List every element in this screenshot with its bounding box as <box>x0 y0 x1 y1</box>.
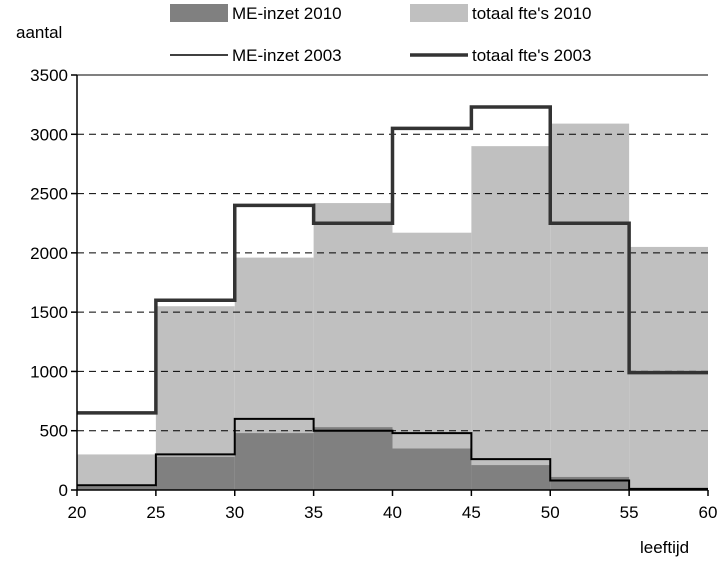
tick-labels: 0 500 1000 1500 2000 2500 3000 3500 20 25 30 35 40 45… <box>30 66 717 522</box>
x-tick-label-40: 40 <box>383 503 402 522</box>
y-axis-label: aantal <box>16 23 62 42</box>
bar-me-inzet-2010-20 <box>77 486 156 490</box>
bars-layer <box>77 123 708 491</box>
legend-background <box>150 0 650 74</box>
y-tick-label-2500: 2500 <box>30 185 68 204</box>
bar-totaal-fte-s-2010-20 <box>77 454 156 490</box>
legend-label-me-inzet-2010: ME-inzet 2010 <box>232 4 342 23</box>
bar-me-inzet-2010-25 <box>155 456 235 490</box>
y-tick-label-500: 500 <box>40 422 68 441</box>
bar-me-inzet-2010-40 <box>392 448 472 490</box>
x-tick-label-25: 25 <box>146 503 165 522</box>
bar-me-inzet-2010-35 <box>313 427 393 490</box>
legend-label-me-inzet-2003: ME-inzet 2003 <box>232 46 342 65</box>
x-tick-label-45: 45 <box>462 503 481 522</box>
step-lines-layer <box>77 105 708 490</box>
bar-me-inzet-2010-30 <box>234 433 314 490</box>
x-tick-label-50: 50 <box>541 503 560 522</box>
y-tick-label-0: 0 <box>59 481 68 500</box>
x-tick-label-35: 35 <box>304 503 323 522</box>
x-tick-label-20: 20 <box>68 503 87 522</box>
y-tick-label-3000: 3000 <box>30 125 68 144</box>
y-tick-label-2000: 2000 <box>30 244 68 263</box>
bar-totaal-fte-s-2010-55 <box>629 246 708 490</box>
bar-me-inzet-2010-45 <box>471 465 551 490</box>
bar-totaal-fte-s-2010-50 <box>550 123 630 490</box>
legend: ME-inzet 2010 totaal fte's 2010 ME-inzet 2… <box>150 0 650 74</box>
y-tick-label-1000: 1000 <box>30 362 68 381</box>
bar-totaal-fte-s-2010-40 <box>392 232 472 490</box>
bar-totaal-fte-s-2010-45 <box>471 146 551 490</box>
x-tick-label-30: 30 <box>225 503 244 522</box>
x-tick-label-55: 55 <box>620 503 639 522</box>
line-me-inzet-2003 <box>77 417 708 490</box>
line-totaal-fte-s-2003 <box>77 105 708 415</box>
y-tick-label-3500: 3500 <box>30 66 68 85</box>
x-tick-label-60: 60 <box>699 503 718 522</box>
legend-swatch-totaal-fte-s-2010 <box>410 4 468 22</box>
y-tick-label-1500: 1500 <box>30 303 68 322</box>
x-axis-label: leeftijd <box>640 538 689 557</box>
legend-label-totaal-fte-s-2003: totaal fte's 2003 <box>472 46 592 65</box>
axes <box>71 74 709 496</box>
legend-label-totaal-fte-s-2010: totaal fte's 2010 <box>472 4 592 23</box>
legend-swatch-me-inzet-2010 <box>170 4 228 22</box>
bar-me-inzet-2010-50 <box>550 476 630 490</box>
